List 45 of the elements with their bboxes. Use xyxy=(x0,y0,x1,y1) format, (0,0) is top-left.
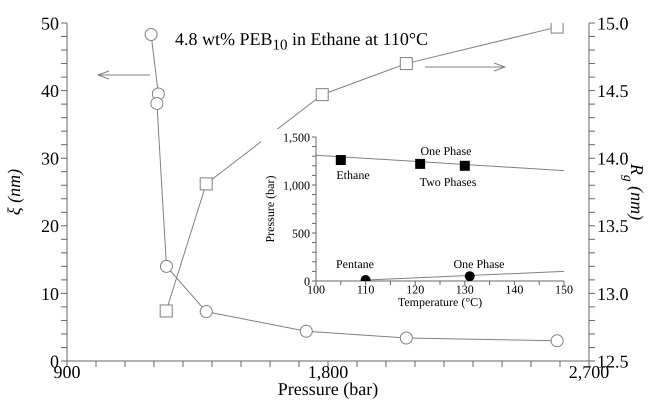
y2-tick-label: 14.5 xyxy=(597,80,628,101)
y-tick-label: 20 xyxy=(41,216,59,236)
point xyxy=(550,23,564,34)
y2-tick-label: 13.5 xyxy=(597,216,628,236)
x-tick-label: 1,800 xyxy=(308,362,348,382)
y-tick-label: 10 xyxy=(41,284,59,304)
y2-tick-label: 14.0 xyxy=(597,148,628,169)
point xyxy=(150,96,164,110)
annotation: 4.8 wt% PEB$_{10}$ in Ethane at 110°C xyxy=(175,29,428,54)
y-tick-label: 0 xyxy=(304,274,310,288)
x-tick-label: 140 xyxy=(505,282,524,297)
y-tick-label: 40 xyxy=(41,80,59,101)
y-tick-label: 30 xyxy=(41,148,59,169)
point xyxy=(300,324,313,338)
y-tick-label: 500 xyxy=(292,226,310,240)
point xyxy=(316,88,329,102)
y-axis-title: ξ (nm) xyxy=(4,168,24,216)
y-tick-label: 1,000 xyxy=(283,178,310,192)
point xyxy=(550,334,564,348)
x-tick-label: 120 xyxy=(406,282,424,297)
point xyxy=(200,305,213,318)
annotation: Two Phases xyxy=(420,175,476,189)
point xyxy=(144,28,158,41)
point xyxy=(160,304,173,318)
x-axis-title: Pressure (bar) xyxy=(278,379,378,399)
x-tick-label: 110 xyxy=(356,282,374,297)
y2-tick-label: 13.0 xyxy=(597,284,628,304)
annotation: One Phase xyxy=(454,257,504,271)
point xyxy=(400,332,413,345)
point xyxy=(160,260,173,273)
y2-tick-label: 15.0 xyxy=(597,13,628,34)
point xyxy=(460,160,470,171)
y-axis-title: Pressure (bar) xyxy=(262,176,277,242)
y-tick-label: 1,500 xyxy=(283,130,310,144)
x-tick-label: 150 xyxy=(555,282,573,297)
point xyxy=(400,57,413,70)
point xyxy=(200,177,213,190)
annotation: Ethane xyxy=(336,168,370,182)
annotation: One Phase xyxy=(420,144,472,158)
x-axis-title: Temperature (°C) xyxy=(398,295,482,309)
point xyxy=(415,158,426,169)
y-tick-label: 50 xyxy=(41,13,59,34)
x-tick-label: 130 xyxy=(456,282,474,297)
annotation: Pentane xyxy=(336,257,374,271)
point xyxy=(336,155,346,166)
